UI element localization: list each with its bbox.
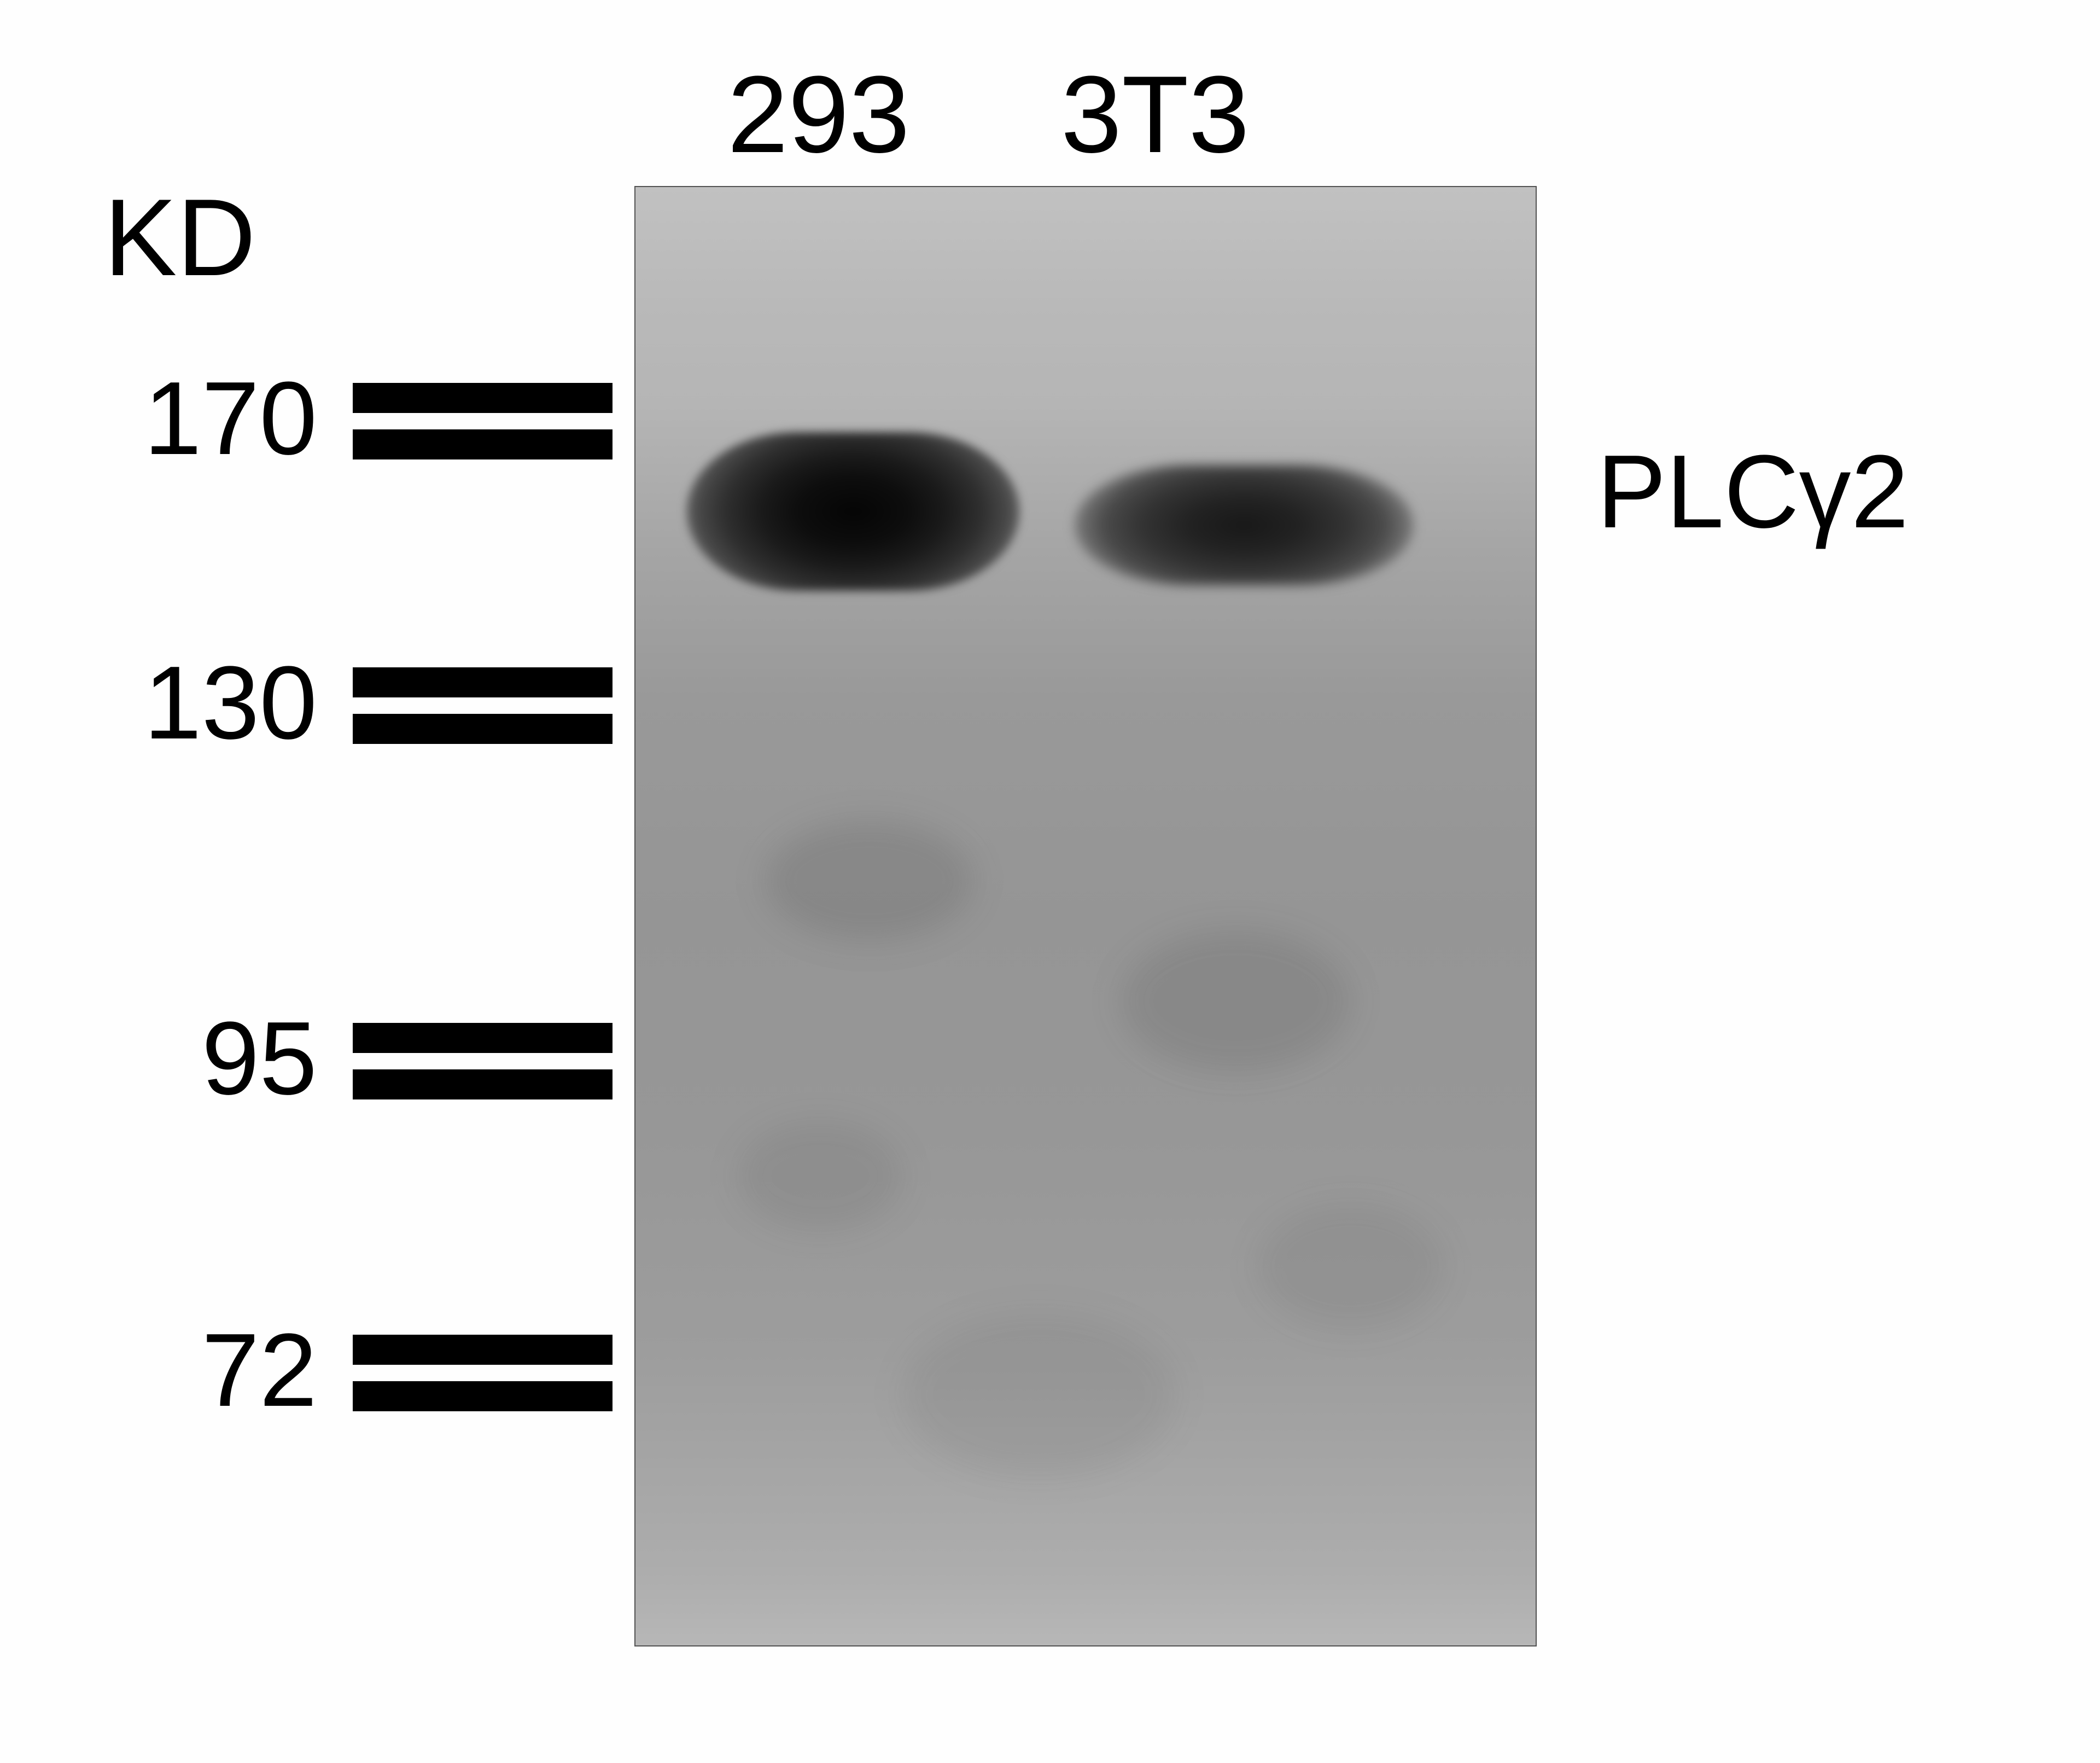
band-293-plcg2 (686, 432, 1020, 591)
figure-canvas: 293 3T3 KD 170 130 95 72 PLCγ2 (0, 0, 2100, 1763)
blot-membrane (634, 186, 1537, 1646)
mw-ladder-72 (353, 1335, 612, 1411)
units-label: KD (104, 175, 256, 301)
mw-ladder-170 (353, 383, 612, 459)
protein-label-plcg2: PLCγ2 (1597, 432, 1909, 551)
mw-label-72: 72 (0, 1311, 317, 1430)
mw-ladder-130 (353, 667, 612, 744)
mw-label-170: 170 (0, 359, 317, 478)
mw-label-130: 130 (0, 643, 317, 763)
band-3t3-plcg2 (1075, 465, 1414, 585)
lane-label-293: 293 (727, 52, 910, 178)
mw-ladder-95 (353, 1023, 612, 1099)
mw-label-95: 95 (0, 999, 317, 1118)
lane-label-3t3: 3T3 (1061, 52, 1250, 178)
